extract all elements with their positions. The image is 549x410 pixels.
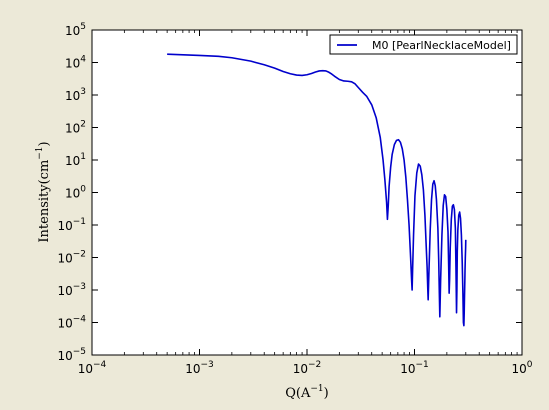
plot-frame — [91, 29, 523, 356]
legend: M0 [PearlNecklaceModel] — [329, 34, 518, 55]
x-tick-label: 10−4 — [78, 360, 107, 376]
series-lines — [167, 53, 467, 327]
y-tick-labels: 10−5 10−4 10−3 10−2 10−1 100 101 102 103 104 105 — [57, 22, 86, 363]
y-tick-label: 10−1 — [57, 217, 86, 233]
plot-area — [92, 30, 522, 355]
legend-entry-label: M0 [PearlNecklaceModel] — [372, 39, 511, 52]
y-tick-label: 10−5 — [57, 347, 86, 363]
series-line-0 — [167, 53, 467, 327]
x-tick-label: 10−2 — [293, 360, 322, 376]
x-tick-label: 100 — [511, 360, 532, 376]
x-tick-label: 10−3 — [185, 360, 214, 376]
y-tick-label: 104 — [65, 55, 86, 71]
y-tick-label: 10−4 — [57, 315, 86, 331]
y-axis-label: Intensity(cm−1) — [35, 141, 52, 242]
y-tick-label: 10−2 — [57, 250, 86, 266]
x-tick-label: 10−1 — [400, 360, 429, 376]
y-tick-label: 105 — [65, 22, 86, 38]
y-tick-label: 103 — [65, 87, 86, 103]
x-tick-labels: 10−4 10−3 10−2 10−1 100 — [78, 360, 533, 376]
legend-box — [329, 34, 518, 55]
y-tick-label: 102 — [65, 120, 86, 136]
y-tick-label: 10−3 — [57, 282, 86, 298]
x-axis-label: Q(A−1) — [285, 384, 328, 401]
y-tick-label: 101 — [65, 152, 86, 168]
y-tick-label: 100 — [65, 185, 86, 201]
